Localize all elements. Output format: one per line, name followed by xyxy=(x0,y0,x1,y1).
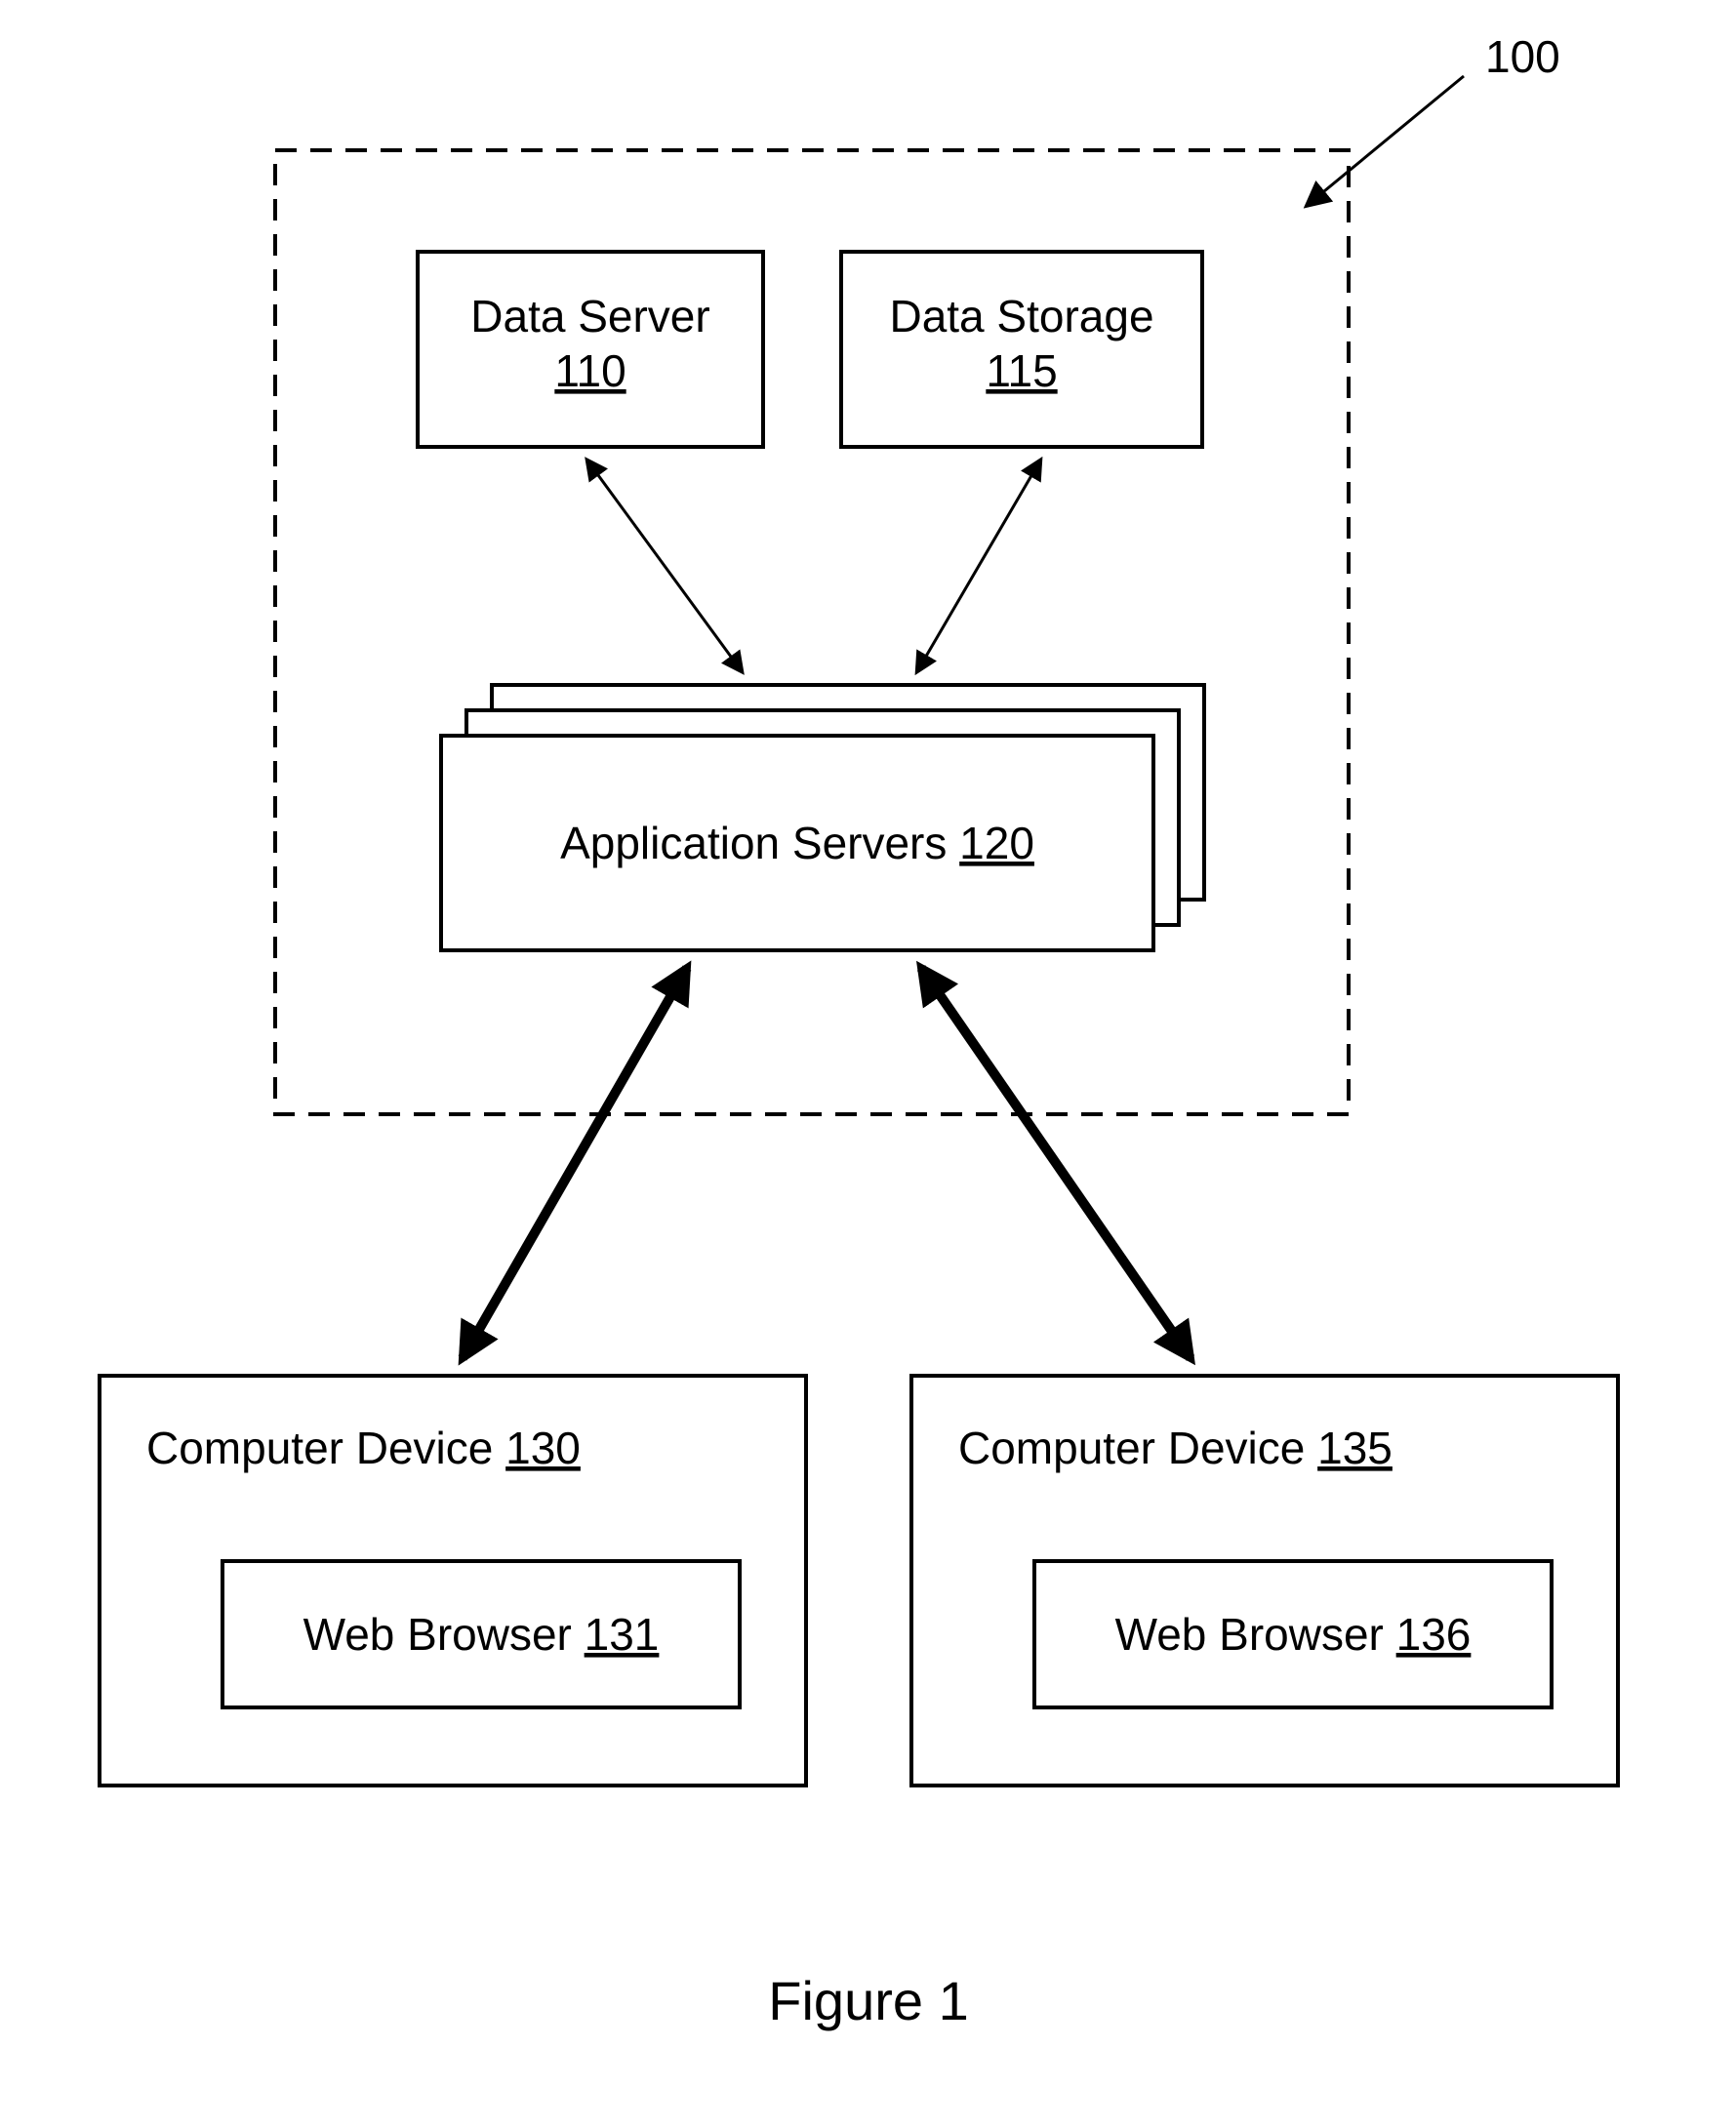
computer-device-right-label: Computer Device 135 xyxy=(958,1423,1393,1473)
app-servers-label: Application Servers 120 xyxy=(560,818,1034,868)
web-browser-left-label: Web Browser 131 xyxy=(303,1609,660,1660)
figure-caption: Figure 1 xyxy=(768,1970,968,2031)
data-server-box-label: Data Server xyxy=(470,291,709,341)
arrow-appservers-device-right xyxy=(921,968,1191,1358)
pointer-arrow xyxy=(1308,76,1464,205)
data-storage-box-label: Data Storage xyxy=(889,291,1153,341)
data-server-box-ref: 110 xyxy=(554,345,626,396)
system-ref-label: 100 xyxy=(1485,31,1560,82)
arrow-datastorage-appservers xyxy=(917,461,1040,671)
web-browser-right-label: Web Browser 136 xyxy=(1115,1609,1472,1660)
arrow-appservers-device-left xyxy=(463,968,687,1358)
computer-device-left-label: Computer Device 130 xyxy=(146,1423,581,1473)
data-storage-box-ref: 115 xyxy=(986,345,1057,396)
arrow-dataserver-appservers xyxy=(587,461,742,671)
